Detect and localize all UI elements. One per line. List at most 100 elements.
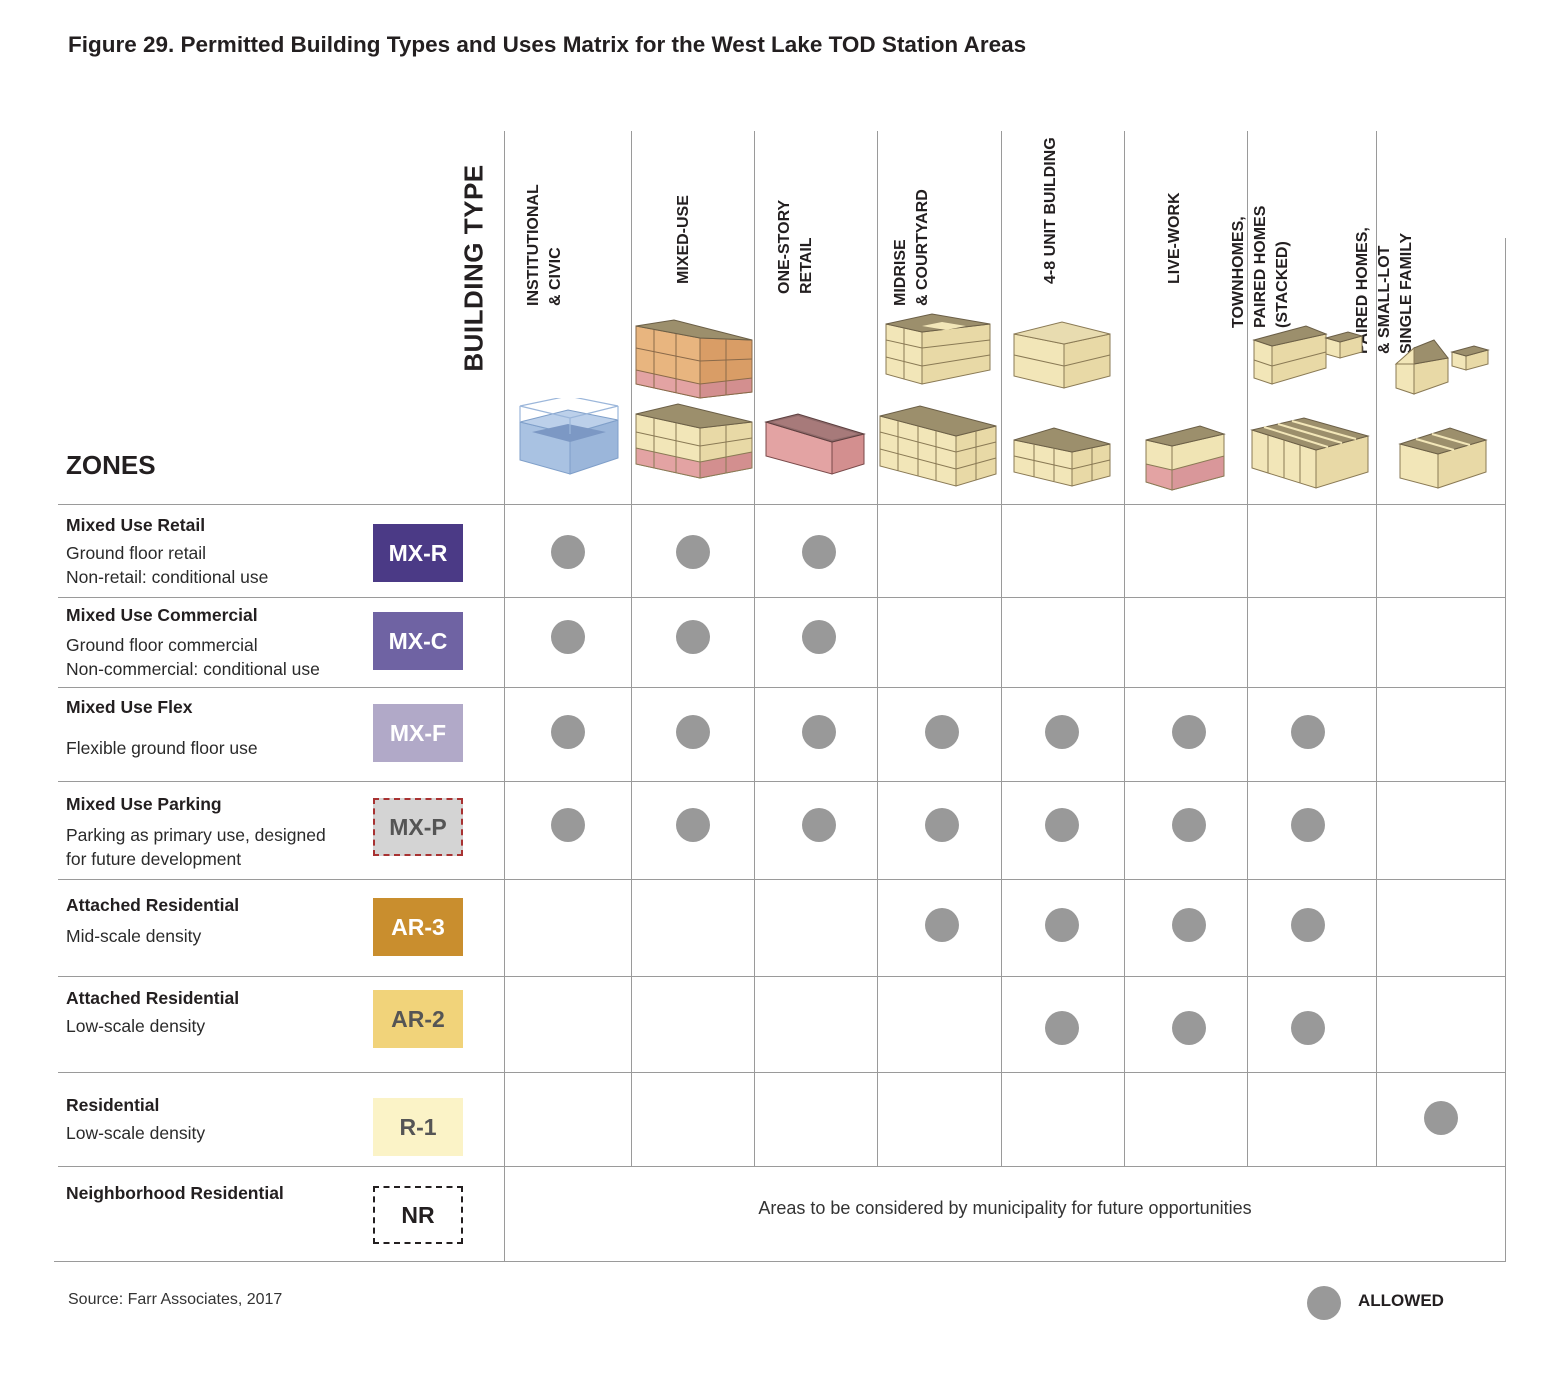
figure-title: Figure 29. Permitted Building Types and … bbox=[68, 32, 1027, 57]
allowed-dot bbox=[676, 715, 710, 749]
paired-homes-building-icon bbox=[1394, 339, 1490, 395]
allowed-dot bbox=[551, 620, 585, 654]
allowed-dot bbox=[802, 715, 836, 749]
zone-description: Ground floor retail Non-retail: conditio… bbox=[66, 541, 268, 589]
grid-line bbox=[58, 687, 1506, 688]
column-header-line: & SMALL-LOT bbox=[1376, 245, 1393, 354]
grid-line bbox=[58, 1072, 1506, 1073]
allowed-dot bbox=[925, 808, 959, 842]
zones-label: ZONES bbox=[66, 450, 156, 480]
allowed-dot bbox=[551, 715, 585, 749]
allowed-dot bbox=[1291, 908, 1325, 942]
column-header-mixed-use: MIXED-USE bbox=[673, 195, 695, 284]
four-eight-unit-low-building-icon bbox=[1013, 427, 1111, 487]
zone-description: Mid-scale density bbox=[66, 924, 201, 948]
column-header-live-work: LIVE-WORK bbox=[1164, 192, 1186, 284]
zone-badge-nr: NR bbox=[373, 1186, 463, 1244]
grid-line bbox=[1247, 131, 1248, 1167]
allowed-dot bbox=[676, 620, 710, 654]
allowed-dot bbox=[1172, 808, 1206, 842]
zone-badge-mx-r: MX-R bbox=[373, 524, 463, 582]
column-header-line: LIVE-WORK bbox=[1166, 192, 1183, 284]
grid-line bbox=[1124, 131, 1125, 1167]
grid-line bbox=[58, 597, 1506, 598]
zone-title: Mixed Use Parking bbox=[66, 794, 222, 814]
column-header-4-8-unit-building: 4-8 UNIT BUILDING bbox=[1040, 137, 1062, 284]
column-header-line: ONE-STORY bbox=[776, 199, 793, 294]
column-header-line: MIXED-USE bbox=[675, 195, 692, 284]
zone-badge-ar-2: AR-2 bbox=[373, 990, 463, 1048]
zone-description-line: Low-scale density bbox=[66, 1123, 206, 1143]
column-header-line: PAIRED HOMES bbox=[1252, 205, 1269, 328]
zone-title: Mixed Use Flex bbox=[66, 697, 193, 717]
allowed-dot bbox=[1045, 1011, 1079, 1045]
one-story-retail-building-icon bbox=[764, 413, 866, 475]
grid-line bbox=[58, 976, 1506, 977]
column-header-institutional-civic: INSTITUTIONAL & CIVIC bbox=[523, 184, 567, 306]
grid-line bbox=[58, 504, 1506, 505]
grid-line bbox=[54, 1261, 1506, 1262]
zone-badge-mx-p: MX-P bbox=[373, 798, 463, 856]
zone-description-line: Flexible ground floor use bbox=[66, 738, 258, 758]
allowed-dot bbox=[802, 620, 836, 654]
grid-line bbox=[58, 1166, 1506, 1167]
allowed-dot bbox=[1291, 1011, 1325, 1045]
allowed-dot bbox=[1045, 715, 1079, 749]
zone-description: Ground floor commercial Non-commercial: … bbox=[66, 633, 320, 681]
allowed-dot bbox=[925, 715, 959, 749]
zone-description: Parking as primary use, designed for fut… bbox=[66, 823, 326, 871]
allowed-dot bbox=[676, 808, 710, 842]
allowed-dot bbox=[925, 908, 959, 942]
allowed-dot bbox=[1045, 808, 1079, 842]
zone-description-line: Mid-scale density bbox=[66, 926, 202, 946]
grid-line bbox=[58, 781, 1506, 782]
allowed-dot bbox=[676, 535, 710, 569]
allowed-dot bbox=[802, 535, 836, 569]
zone-description-line: Non-retail: conditional use bbox=[66, 567, 269, 587]
zone-title: Residential bbox=[66, 1095, 160, 1115]
column-header-one-story-retail: ONE-STORY RETAIL bbox=[774, 200, 818, 294]
allowed-dot bbox=[1291, 808, 1325, 842]
grid-line bbox=[1505, 238, 1506, 1262]
townhomes-low-building-icon bbox=[1250, 417, 1370, 489]
zone-description-line: Ground floor retail bbox=[66, 543, 207, 563]
grid-line bbox=[877, 131, 878, 1167]
building-type-label: BUILDING TYPE bbox=[458, 164, 489, 372]
institutional-building-icon bbox=[519, 398, 619, 475]
grid-line bbox=[58, 879, 1506, 880]
allowed-dot bbox=[551, 808, 585, 842]
zone-description: Low-scale density bbox=[66, 1121, 205, 1145]
allowed-dot bbox=[1291, 715, 1325, 749]
zone-title: Attached Residential bbox=[66, 895, 240, 915]
column-header-townhomes: TOWNHOMES, PAIRED HOMES (STACKED) bbox=[1228, 206, 1294, 328]
midrise-courtyard-building-icon bbox=[885, 313, 991, 385]
zone-title: Neighborhood Residential bbox=[66, 1183, 284, 1203]
zone-badge-r-1: R-1 bbox=[373, 1098, 463, 1156]
zone-description-line: Ground floor commercial bbox=[66, 635, 258, 655]
column-header-line: SINGLE FAMILY bbox=[1398, 232, 1415, 354]
four-eight-unit-building-icon bbox=[1013, 321, 1111, 389]
zone-title: Attached Residential bbox=[66, 988, 240, 1008]
zone-badge-mx-c: MX-C bbox=[373, 612, 463, 670]
paired-homes-low-building-icon bbox=[1398, 427, 1488, 489]
column-header-midrise-courtyard: MIDRISE & COURTYARD bbox=[890, 189, 934, 306]
zone-badge-ar-3: AR-3 bbox=[373, 898, 463, 956]
zone-description-line: Non-commercial: conditional use bbox=[66, 659, 320, 679]
legend-allowed-dot bbox=[1307, 1286, 1341, 1320]
column-header-line: TOWNHOMES, bbox=[1230, 216, 1247, 328]
allowed-dot bbox=[1045, 908, 1079, 942]
midrise-low-building-icon bbox=[879, 405, 997, 487]
grid-line bbox=[1376, 131, 1377, 1167]
grid-line bbox=[504, 131, 505, 1262]
mixed-use-building-icon bbox=[635, 319, 753, 399]
source-note: Source: Farr Associates, 2017 bbox=[68, 1291, 283, 1308]
zone-description-line: Low-scale density bbox=[66, 1016, 206, 1036]
zone-title: Mixed Use Retail bbox=[66, 515, 206, 535]
zone-title: Mixed Use Commercial bbox=[66, 605, 258, 625]
townhomes-building-icon bbox=[1252, 325, 1364, 385]
zone-description-line: Parking as primary use, designed bbox=[66, 825, 326, 845]
zone-description: Low-scale density bbox=[66, 1014, 205, 1038]
column-header-line: MIDRISE bbox=[892, 239, 909, 306]
live-work-building-icon bbox=[1145, 425, 1226, 491]
mixed-use-low-building-icon bbox=[635, 403, 753, 479]
